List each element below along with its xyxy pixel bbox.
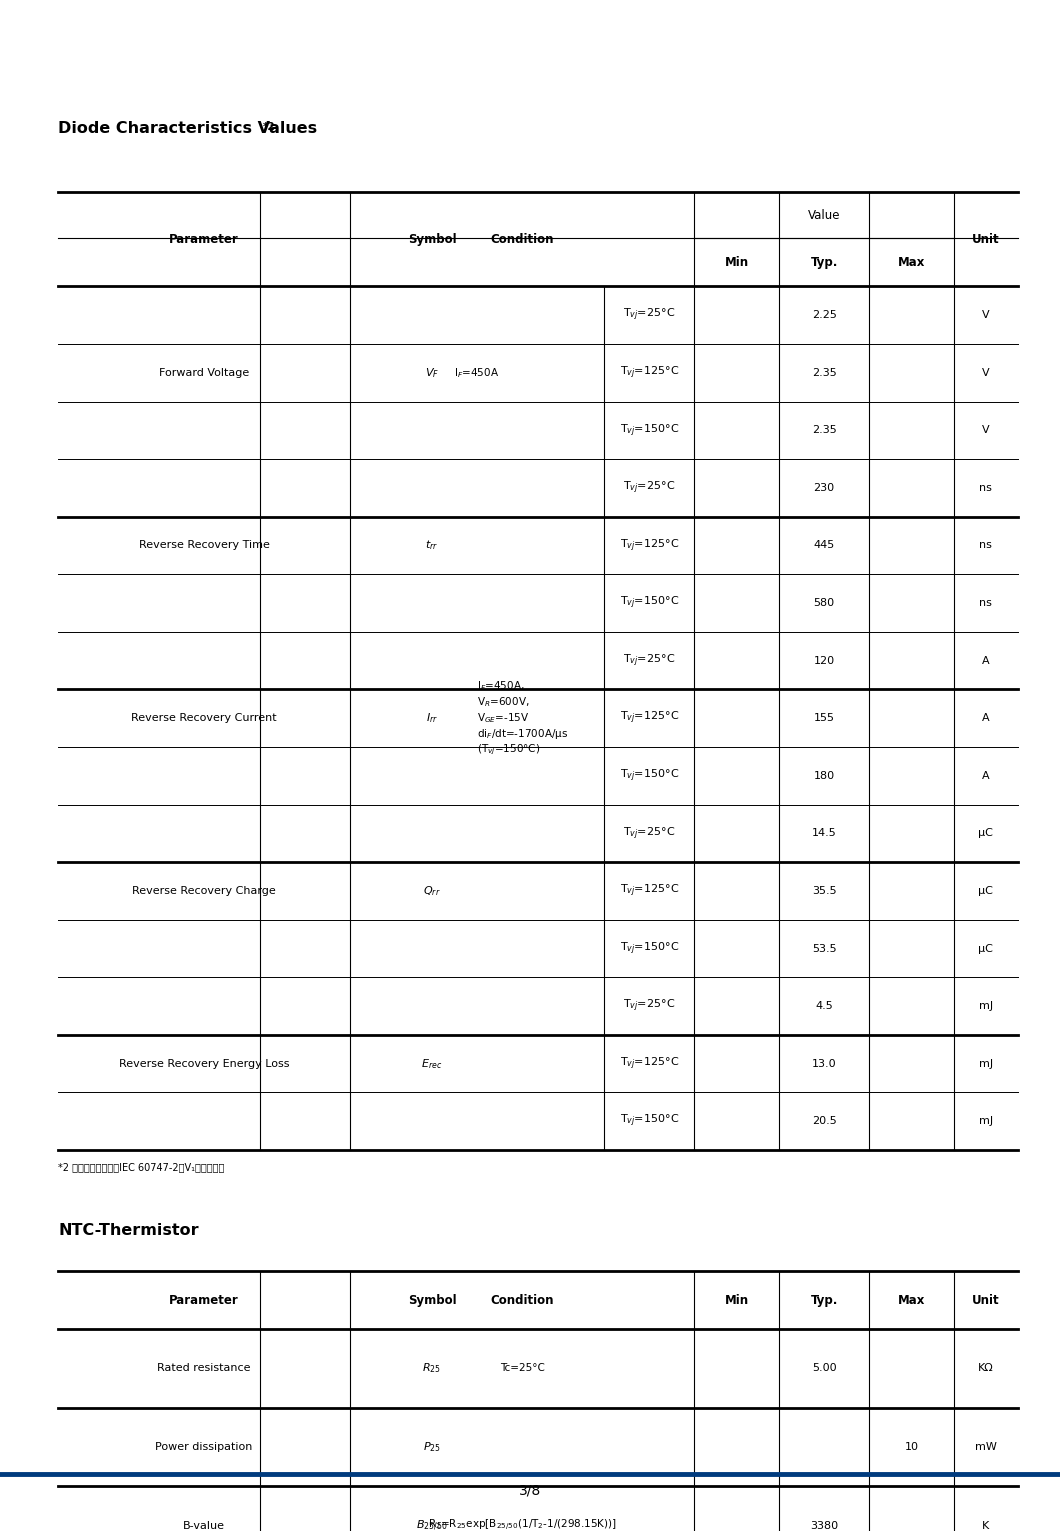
Text: Symbol: Symbol [408,1294,456,1306]
Text: *2 二极管特征値遵今IEC 60747-2；V₁为芯片値。: *2 二极管特征値遵今IEC 60747-2；V₁为芯片値。 [58,1162,225,1173]
Text: μC: μC [978,828,993,839]
Text: ns: ns [979,540,992,551]
Text: P$_{25}$: P$_{25}$ [423,1441,441,1454]
Text: R$_{25}$: R$_{25}$ [423,1361,441,1375]
Text: B$_{25/50}$: B$_{25/50}$ [417,1519,447,1531]
Text: μC: μC [978,943,993,954]
Text: T$_{vj}$=150°C: T$_{vj}$=150°C [620,423,678,438]
Text: T$_{vj}$=25°C: T$_{vj}$=25°C [623,306,675,323]
Text: *2: *2 [263,122,276,132]
Text: T$_{vj}$=150°C: T$_{vj}$=150°C [620,767,678,784]
Text: Q$_{rr}$: Q$_{rr}$ [423,883,441,897]
Text: T$_{vj}$=150°C: T$_{vj}$=150°C [620,596,678,611]
Text: 120: 120 [814,655,834,666]
Text: 155: 155 [814,713,834,723]
Text: 2.35: 2.35 [812,367,836,378]
Text: 2.25: 2.25 [812,311,836,320]
Text: t$_{rr}$: t$_{rr}$ [425,539,439,553]
Text: Condition: Condition [491,1294,553,1306]
Text: Unit: Unit [972,233,1000,246]
Text: Parameter: Parameter [170,233,238,246]
Text: 14.5: 14.5 [812,828,836,839]
Text: mJ: mJ [978,1001,993,1010]
Text: Max: Max [898,256,925,268]
Text: 4.5: 4.5 [815,1001,833,1010]
Text: A: A [982,655,990,666]
Text: ns: ns [979,482,992,493]
Text: E$_{rec}$: E$_{rec}$ [421,1056,443,1070]
Text: T$_{vj}$=125°C: T$_{vj}$=125°C [620,1055,678,1072]
Text: V: V [982,367,990,378]
Text: T$_{vj}$=125°C: T$_{vj}$=125°C [620,883,678,899]
Text: T$_{vj}$=125°C: T$_{vj}$=125°C [620,364,678,381]
Text: 580: 580 [814,599,834,608]
Text: Forward Voltage: Forward Voltage [159,367,249,378]
Text: 20.5: 20.5 [812,1116,836,1127]
Text: ns: ns [979,599,992,608]
Text: T$_{vj}$=150°C: T$_{vj}$=150°C [620,940,678,957]
Text: R$_2$=R$_{25}$exp[B$_{25/50}$(1/T$_2$-1/(298.15K))]: R$_2$=R$_{25}$exp[B$_{25/50}$(1/T$_2$-1/… [427,1519,617,1531]
Text: KΩ: KΩ [978,1363,993,1373]
Text: Condition: Condition [491,233,553,246]
Text: 5.00: 5.00 [812,1363,836,1373]
Text: T$_{vj}$=25°C: T$_{vj}$=25°C [623,825,675,842]
Text: 53.5: 53.5 [812,943,836,954]
Text: V$_{F}$: V$_{F}$ [425,366,439,380]
Text: T$_{vj}$=125°C: T$_{vj}$=125°C [620,710,678,726]
Text: 3/8: 3/8 [519,1484,541,1497]
Text: A: A [982,770,990,781]
Text: T$_{vj}$=25°C: T$_{vj}$=25°C [623,652,675,669]
Text: 35.5: 35.5 [812,886,836,896]
Text: Reverse Recovery Energy Loss: Reverse Recovery Energy Loss [119,1058,289,1069]
Text: K: K [983,1520,989,1531]
Text: V: V [982,311,990,320]
Text: 180: 180 [814,770,834,781]
Text: Parameter: Parameter [170,1294,238,1306]
Text: I$_F$=450A,
V$_R$=600V,
V$_{GE}$=-15V
di$_F$/dt=-1700A/μs
(T$_{vj}$=150°C): I$_F$=450A, V$_R$=600V, V$_{GE}$=-15V di… [477,680,568,756]
Text: Power dissipation: Power dissipation [156,1442,252,1451]
Text: 13.0: 13.0 [812,1058,836,1069]
Text: Rated resistance: Rated resistance [157,1363,251,1373]
Text: Tc=25°C: Tc=25°C [499,1363,545,1373]
Text: mJ: mJ [978,1116,993,1127]
Text: Min: Min [725,256,748,268]
Text: mW: mW [975,1442,996,1451]
Text: B-value: B-value [183,1520,225,1531]
Text: μC: μC [978,886,993,896]
Text: 230: 230 [814,482,834,493]
Text: Reverse Recovery Current: Reverse Recovery Current [131,713,277,723]
Text: Reverse Recovery Time: Reverse Recovery Time [139,540,269,551]
Text: Reverse Recovery Charge: Reverse Recovery Charge [132,886,276,896]
Text: Diode Characteristics Values: Diode Characteristics Values [58,121,317,136]
Text: T$_{vj}$=150°C: T$_{vj}$=150°C [620,1113,678,1130]
Text: 445: 445 [813,540,835,551]
Text: Max: Max [898,1294,925,1306]
Text: 3380: 3380 [810,1520,838,1531]
Text: Symbol: Symbol [408,233,456,246]
Text: T$_{vj}$=125°C: T$_{vj}$=125°C [620,537,678,554]
Text: Typ.: Typ. [811,1294,837,1306]
Text: A: A [982,713,990,723]
Text: I$_{rr}$: I$_{rr}$ [426,712,438,726]
Text: Unit: Unit [972,1294,1000,1306]
Text: I$_F$=450A: I$_F$=450A [455,366,499,380]
Text: NTC-Thermistor: NTC-Thermistor [58,1223,199,1239]
Text: T$_{vj}$=25°C: T$_{vj}$=25°C [623,479,675,496]
Text: Min: Min [725,1294,748,1306]
Text: Typ.: Typ. [811,256,837,268]
Text: 2.35: 2.35 [812,426,836,435]
Text: Value: Value [808,208,841,222]
Text: 10: 10 [904,1442,919,1451]
Text: mJ: mJ [978,1058,993,1069]
Text: T$_{vj}$=25°C: T$_{vj}$=25°C [623,998,675,1015]
Text: V: V [982,426,990,435]
